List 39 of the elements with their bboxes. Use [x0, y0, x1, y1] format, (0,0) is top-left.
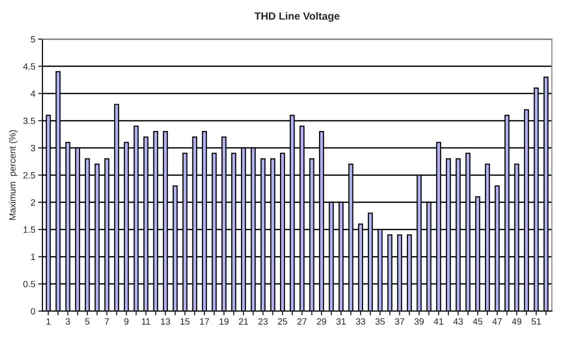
- x-tick-label: 47: [492, 318, 502, 325]
- x-tick-label: 19: [220, 318, 229, 325]
- y-tick-label: 0: [30, 308, 36, 314]
- x-tick-label: 41: [434, 318, 444, 325]
- x-tick-label: 23: [258, 318, 268, 325]
- y-tick-label: 1: [31, 254, 36, 260]
- x-tick-label: 27: [297, 318, 307, 325]
- x-tick-label: 21: [238, 318, 248, 325]
- x-tick-label: 7: [104, 318, 109, 325]
- y-tick-label: 3: [30, 144, 36, 152]
- x-tick-label: 25: [278, 318, 288, 325]
- x-tick-label: 1: [46, 318, 50, 325]
- x-tick-label: 35: [375, 318, 385, 325]
- x-tick-label: 5: [85, 318, 90, 325]
- y-tick-label: 1.5: [24, 226, 36, 233]
- y-tick-label: 4.5: [23, 63, 36, 70]
- y-tick-label: 4: [30, 90, 36, 97]
- x-tick-label: 39: [414, 318, 424, 325]
- x-tick-label: 33: [356, 318, 366, 325]
- x-tick-label: 17: [200, 318, 210, 325]
- x-tick-label: 31: [336, 318, 346, 325]
- x-tick-label: 37: [394, 318, 404, 325]
- x-tick-label: 49: [512, 318, 522, 325]
- y-tick-label: 2.5: [23, 172, 36, 178]
- x-tick-label: 9: [124, 318, 128, 325]
- y-tick-label: 3.5: [23, 118, 36, 124]
- y-axis-title: Maximum percent (%): [8, 130, 18, 220]
- chart-title: THD Line Voltage: [254, 12, 340, 22]
- x-tick-label: 45: [472, 318, 482, 325]
- x-tick-label: 43: [453, 318, 463, 325]
- x-tick-label: 13: [161, 318, 170, 325]
- y-tick-label: 5: [30, 36, 36, 42]
- y-tick-label: 0.5: [23, 280, 36, 288]
- x-tick-label: 29: [316, 318, 326, 325]
- x-tick-label: 11: [142, 318, 150, 325]
- x-tick-label: 51: [532, 318, 541, 325]
- x-tick-label: 3: [66, 318, 70, 325]
- x-tick-label: 15: [180, 318, 190, 325]
- y-tick-label: 2: [30, 199, 36, 206]
